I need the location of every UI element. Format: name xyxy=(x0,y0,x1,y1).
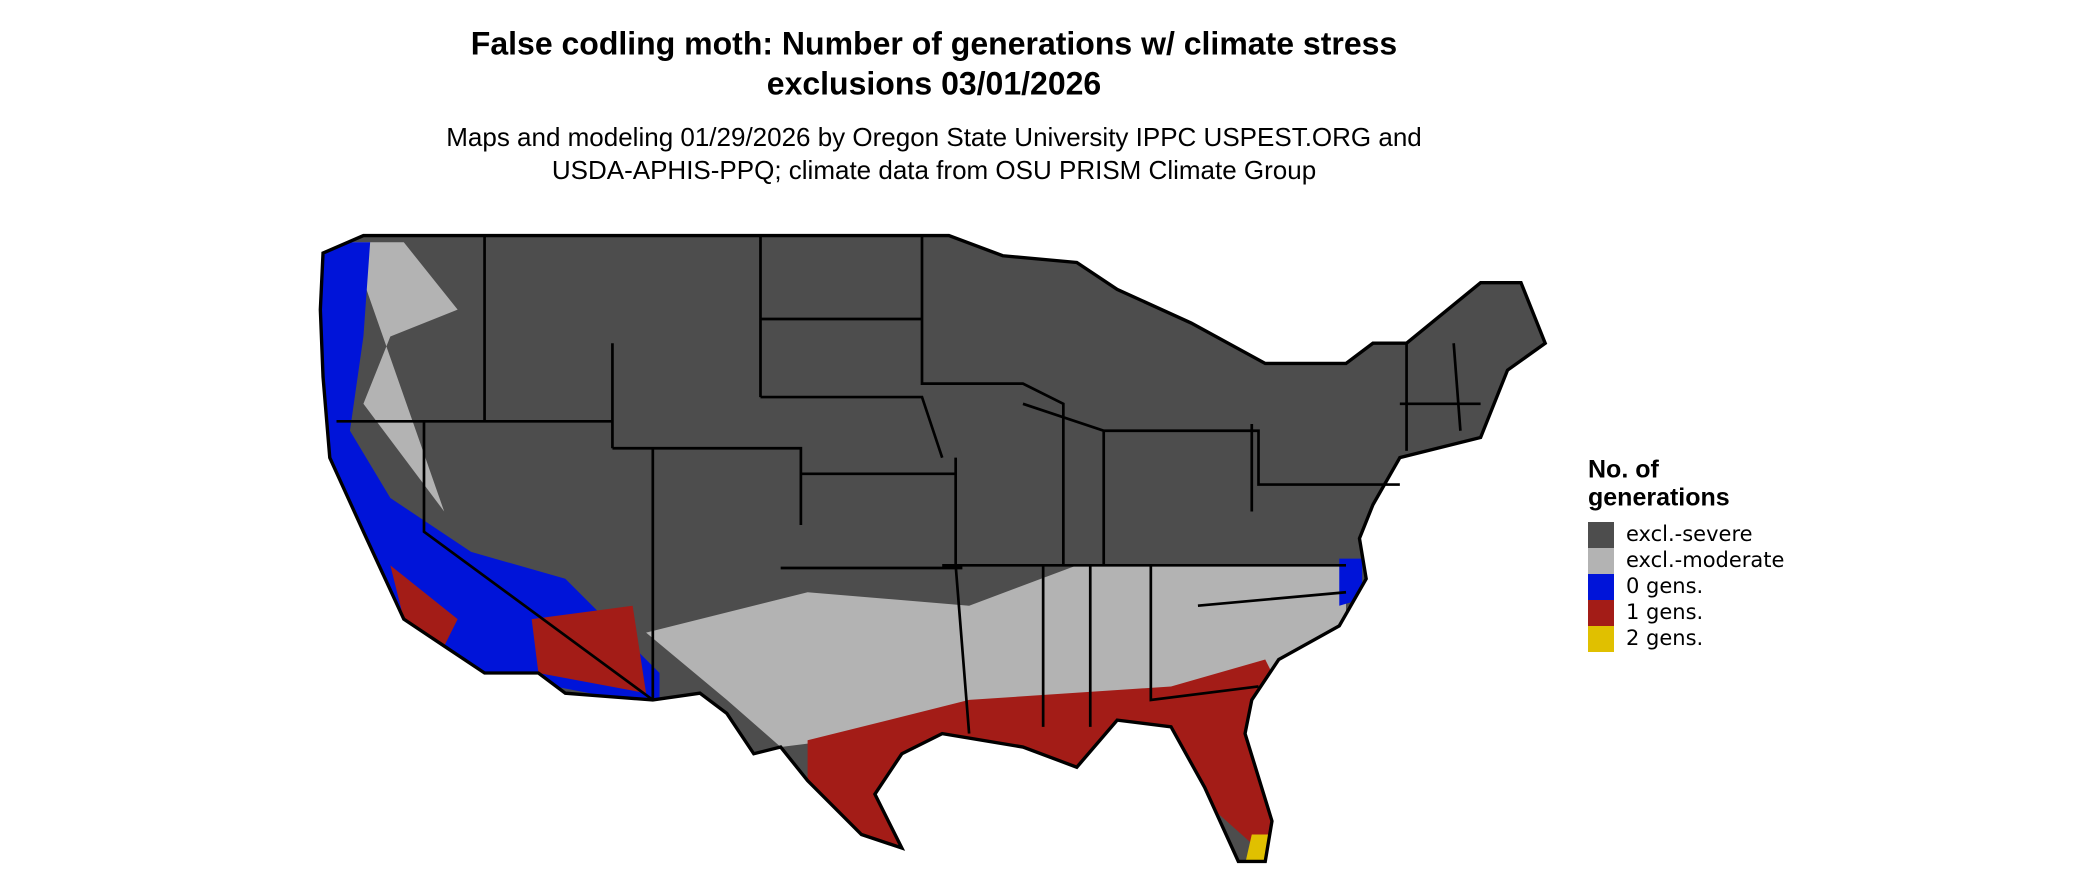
region-moderate xyxy=(349,242,458,512)
title: exclusions 03/01/2026 xyxy=(767,65,1101,101)
state-lines xyxy=(336,235,1481,734)
legend-swatch xyxy=(1588,600,1614,626)
legend-label: excl.-moderate xyxy=(1626,548,1784,572)
region-moderate xyxy=(646,565,1346,748)
legend-label: 0 gens. xyxy=(1626,574,1703,598)
country-outline xyxy=(318,233,1548,864)
legend-label: 2 gens. xyxy=(1626,626,1703,650)
legend-swatch xyxy=(1588,522,1614,548)
subtitle: Maps and modeling 01/29/2026 by Oregon S… xyxy=(446,122,1422,152)
legend-title: generations xyxy=(1588,484,1730,512)
region-severe xyxy=(320,235,1546,862)
legend-swatch xyxy=(1588,626,1614,652)
map xyxy=(318,233,1548,864)
region-one xyxy=(390,565,458,647)
subtitle: USDA-APHIS-PPQ; climate data from OSU PR… xyxy=(552,155,1316,185)
legend-label: excl.-severe xyxy=(1626,522,1753,546)
legend-swatch xyxy=(1588,548,1614,574)
region-one xyxy=(531,605,647,694)
legend-label: 1 gens. xyxy=(1626,600,1703,624)
title: False codling moth: Number of generation… xyxy=(471,25,1397,61)
legend-swatch xyxy=(1588,574,1614,600)
legend-title: No. of xyxy=(1588,456,1659,484)
